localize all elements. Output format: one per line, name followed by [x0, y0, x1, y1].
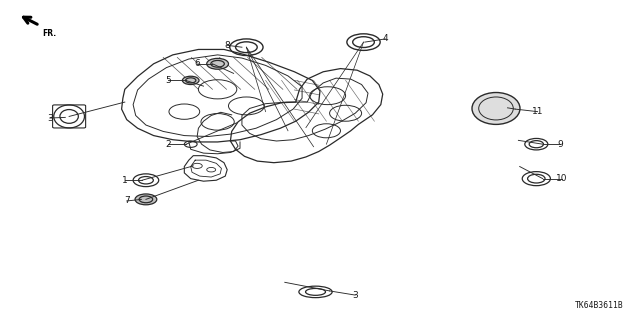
Text: 5: 5 — [165, 76, 170, 85]
Circle shape — [135, 194, 157, 205]
Text: 6: 6 — [195, 59, 200, 68]
Text: FR.: FR. — [42, 29, 56, 38]
Text: 8: 8 — [225, 41, 230, 50]
Text: 7: 7 — [124, 197, 129, 205]
Text: 10: 10 — [556, 174, 568, 183]
Ellipse shape — [472, 93, 520, 124]
Text: TK64B3611B: TK64B3611B — [575, 301, 624, 310]
Text: 3: 3 — [47, 114, 52, 122]
Text: 2: 2 — [165, 140, 170, 149]
Text: 9: 9 — [557, 140, 563, 149]
Circle shape — [207, 58, 228, 69]
Text: 1: 1 — [122, 176, 127, 185]
Text: 3: 3 — [353, 291, 358, 300]
Circle shape — [182, 76, 199, 85]
Text: 11: 11 — [532, 107, 543, 116]
Text: 4: 4 — [383, 34, 388, 43]
